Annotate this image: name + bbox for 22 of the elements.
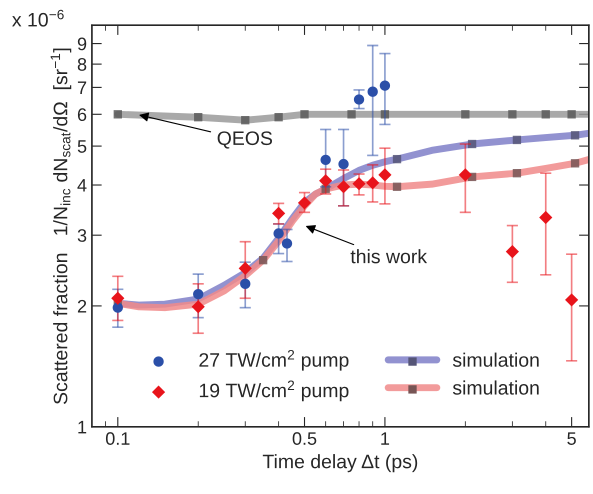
y-tick-label: 6 <box>78 108 86 122</box>
text: x 10$^{−6}$ <box>12 10 64 27</box>
x-axis-title: Time delay Δt (ps) <box>262 454 418 472</box>
x-tick-label: 5 <box>567 432 576 445</box>
annotation: this work <box>350 249 428 264</box>
y-tick-label: 7 <box>78 82 86 94</box>
y-tick-label: 9 <box>78 38 86 50</box>
y-tick-label: 3 <box>78 229 86 242</box>
y-axis-title: Scattered fraction 1/N$_{inc}$ dN$_{scat}$/dΩ [sr$^{−1}$] <box>50 48 72 404</box>
y-tick-label: 8 <box>78 58 86 71</box>
legend-label: 27 TW/cm$^{2}$ pump <box>199 350 348 371</box>
legend-label: simulation <box>452 380 539 395</box>
legend-label: 19 TW/cm$^{2}$ pump <box>200 380 348 402</box>
x-tick-label: 0.1 <box>106 432 130 445</box>
legend-label: simulation <box>452 352 539 367</box>
x-tick-label: 1 <box>381 432 390 445</box>
y-tick-label: 5 <box>78 140 86 153</box>
y-tick-label: 4 <box>77 179 87 192</box>
y-tick-label: 2 <box>78 300 86 312</box>
y-tick-label: 1 <box>78 420 86 434</box>
annotation: QEOS <box>218 131 272 149</box>
x-tick-label: 0.5 <box>292 432 316 445</box>
